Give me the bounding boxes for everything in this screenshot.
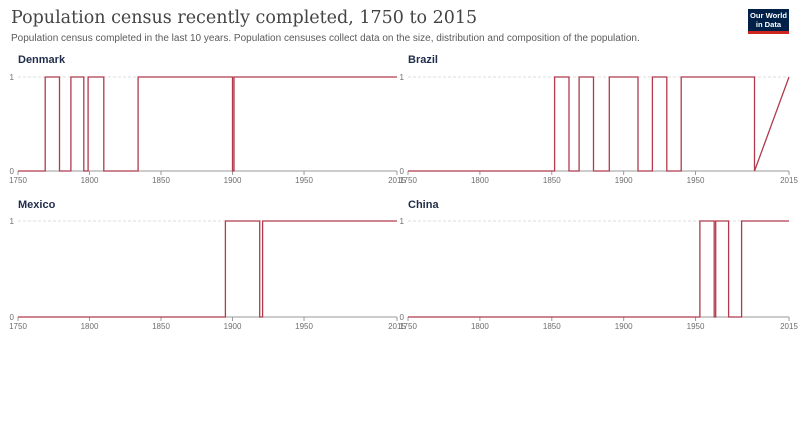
x-tick-label: 1800 xyxy=(471,176,489,185)
x-tick-label: 1750 xyxy=(399,322,417,331)
x-tick-label: 1750 xyxy=(9,176,27,185)
y-tick-label: 1 xyxy=(10,73,15,82)
y-tick-label: 0 xyxy=(10,313,15,322)
series-line-mexico xyxy=(18,220,397,318)
x-tick-label: 1950 xyxy=(687,176,705,185)
series-line-china xyxy=(408,220,789,318)
panel-title-denmark: Denmark xyxy=(18,54,66,66)
x-tick-label: 2015 xyxy=(780,176,798,185)
series-line-denmark xyxy=(18,76,397,172)
y-tick-label: 0 xyxy=(10,167,15,176)
y-tick-label: 1 xyxy=(400,217,405,226)
y-tick-label: 0 xyxy=(400,167,405,176)
x-tick-label: 1900 xyxy=(615,322,633,331)
chart-title: Population census recently completed, 17… xyxy=(11,8,478,28)
y-tick-label: 0 xyxy=(400,313,405,322)
x-tick-label: 1750 xyxy=(9,322,27,331)
x-tick-label: 1950 xyxy=(687,322,705,331)
x-tick-label: 1850 xyxy=(152,322,170,331)
x-tick-label: 2015 xyxy=(780,322,798,331)
x-tick-label: 1800 xyxy=(81,322,99,331)
panel-title-mexico: Mexico xyxy=(18,199,56,211)
x-tick-label: 1750 xyxy=(399,176,417,185)
logo-line-2: in Data xyxy=(755,19,782,29)
series-line-brazil xyxy=(408,76,790,172)
x-tick-label: 1900 xyxy=(615,176,633,185)
panel-title-china: China xyxy=(408,199,439,211)
x-tick-label: 1950 xyxy=(295,322,313,331)
x-tick-label: 1950 xyxy=(295,176,313,185)
x-tick-label: 1850 xyxy=(152,176,170,185)
y-tick-label: 1 xyxy=(400,73,405,82)
x-tick-label: 1800 xyxy=(471,322,489,331)
x-tick-label: 1800 xyxy=(81,176,99,185)
x-tick-label: 1900 xyxy=(224,176,242,185)
panel-title-brazil: Brazil xyxy=(408,54,438,66)
x-tick-label: 2015 xyxy=(388,322,406,331)
chart-subtitle: Population census completed in the last … xyxy=(11,33,640,44)
x-tick-label: 1850 xyxy=(543,176,561,185)
logo-line-1: Our World xyxy=(750,11,787,20)
x-tick-label: 2015 xyxy=(388,176,406,185)
y-tick-label: 1 xyxy=(10,217,15,226)
x-tick-label: 1850 xyxy=(543,322,561,331)
owid-logo[interactable]: Our World in Data xyxy=(748,9,789,34)
x-tick-label: 1900 xyxy=(224,322,242,331)
